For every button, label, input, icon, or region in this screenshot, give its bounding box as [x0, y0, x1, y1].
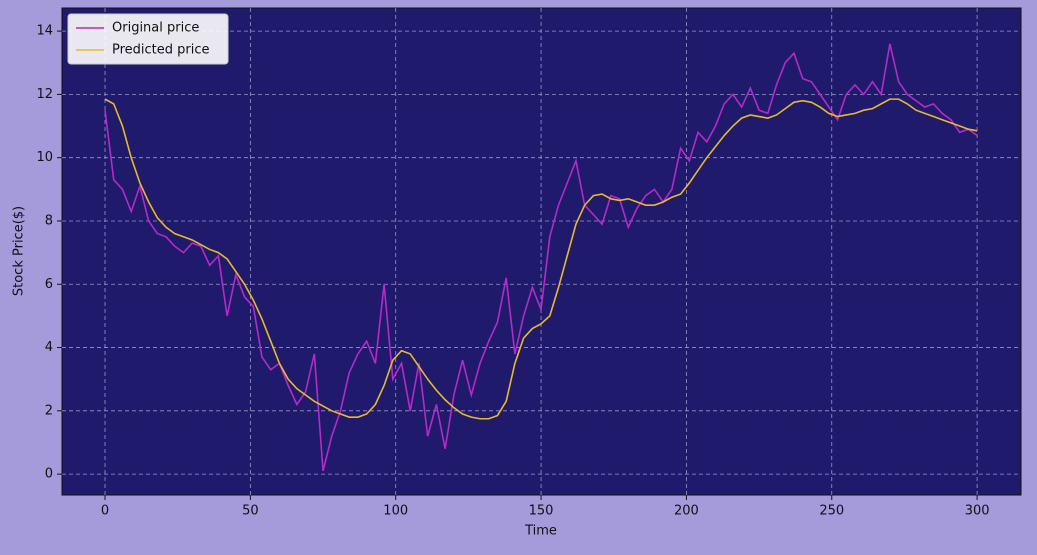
x-tick-label: 250: [819, 504, 844, 519]
x-tick-label: 50: [242, 504, 259, 519]
y-tick-label: 0: [45, 467, 53, 482]
x-axis-label: Time: [524, 524, 557, 539]
legend-label: Predicted price: [112, 43, 210, 58]
legend-label: Original price: [112, 21, 199, 36]
y-tick-label: 10: [36, 150, 53, 165]
plot-area: [61, 7, 1022, 496]
y-tick-label: 2: [45, 403, 53, 418]
plot-layer: [62, 8, 1021, 495]
series-line: [104, 43, 978, 472]
x-tick-label: 200: [674, 504, 699, 519]
y-tick-label: 14: [36, 24, 53, 39]
y-tick-label: 12: [36, 87, 53, 102]
y-tick-label: 6: [45, 277, 53, 292]
x-tick-label: 0: [101, 504, 109, 519]
y-tick-label: 4: [45, 340, 53, 355]
y-axis-label: Stock Price($): [12, 206, 27, 296]
x-tick-label: 100: [383, 504, 408, 519]
y-tick-label: 8: [45, 213, 53, 228]
x-tick-label: 150: [529, 504, 554, 519]
series-line: [104, 98, 978, 420]
legend-box: [67, 13, 229, 65]
x-tick-label: 300: [965, 504, 990, 519]
